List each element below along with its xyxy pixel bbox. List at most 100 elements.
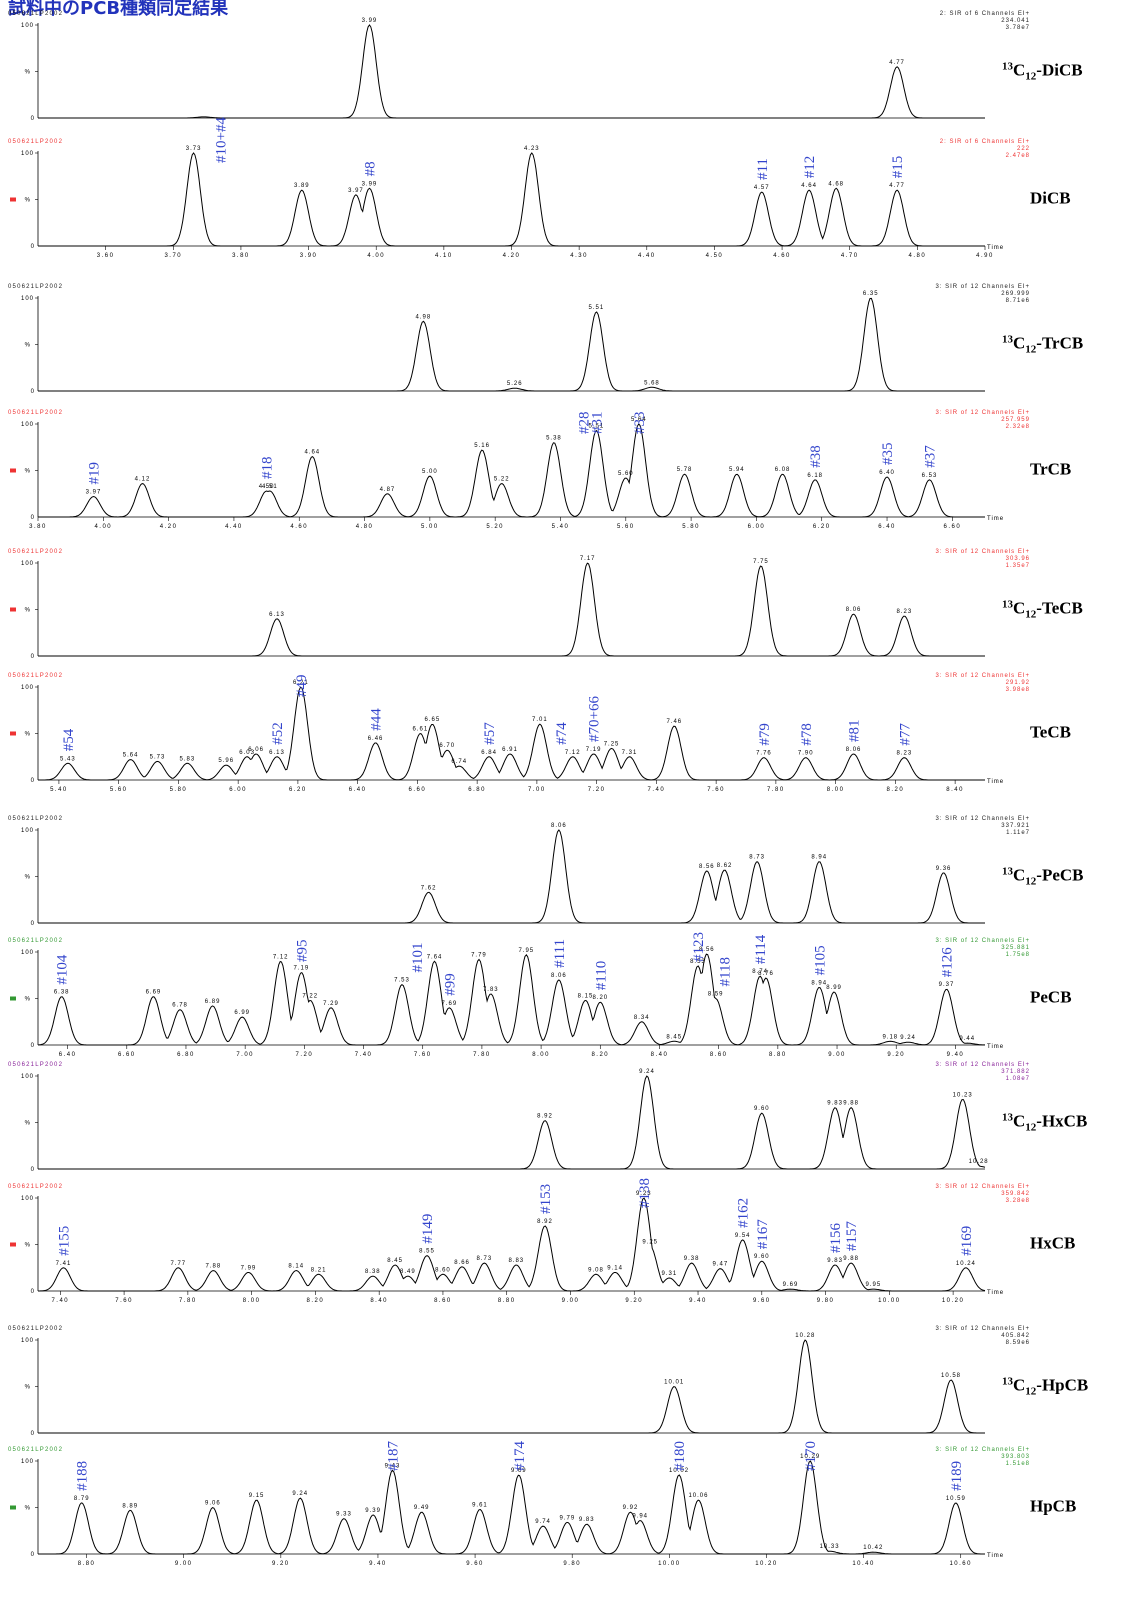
y-tick-label: % [25, 343, 31, 349]
compound-label: 13C12-TrCB [1002, 334, 1083, 356]
channel-info: 3: SIR of 12 Channels EI+ [935, 1062, 1030, 1068]
peak-label: 6.35 [863, 291, 879, 297]
x-tick-label: 4.90 [976, 253, 994, 259]
peak-label: 6.21 [293, 680, 309, 686]
x-tick-label: 5.80 [170, 787, 188, 793]
y-tick-label: % [25, 70, 31, 76]
x-tick-label: 3.60 [97, 253, 115, 259]
congener-annotation: #19 [87, 462, 103, 485]
x-tick-label: 9.20 [625, 1298, 643, 1304]
peak-label: 6.38 [54, 990, 70, 996]
peak-label: 10.23 [953, 1092, 973, 1098]
compound-label: 13C12-HpCB [1002, 1376, 1088, 1398]
congener-annotation: #15 [890, 156, 906, 179]
congener-annotation: #174 [512, 1441, 528, 1472]
y-tick-label: 0 [31, 654, 35, 660]
peak-label: 7.64 [427, 954, 443, 960]
peak-label: 5.43 [60, 756, 76, 762]
x-tick-label: 8.40 [370, 1298, 388, 1304]
peak-label: 9.49 [414, 1505, 430, 1511]
peak-label: 5.94 [729, 467, 745, 473]
peak-label: 8.06 [846, 607, 862, 613]
channel-marker [10, 1505, 16, 1510]
congener-annotation: #74 [554, 722, 570, 745]
peak-label: 7.83 [483, 987, 499, 993]
y-tick-label: % [25, 198, 31, 204]
peak-label: 7.25 [604, 741, 620, 747]
y-tick-label: % [25, 469, 31, 475]
x-tick-label: 4.80 [909, 253, 927, 259]
congener-annotation: #149 [420, 1214, 436, 1244]
peak-label: 4.23 [524, 146, 540, 152]
congener-annotation: #180 [672, 1441, 688, 1471]
x-tick-label: 4.30 [570, 253, 588, 259]
peak-label: 9.43 [385, 1463, 401, 1469]
x-tick-label: 8.00 [827, 787, 845, 793]
x-tick-label: 7.40 [51, 1298, 69, 1304]
peak-label: 9.88 [843, 1256, 859, 1262]
peak-label: 9.23 [636, 1191, 652, 1197]
channel-marker [10, 468, 16, 473]
congener-annotation: #11 [755, 158, 771, 180]
congener-annotation: #105 [812, 945, 828, 975]
channel-info: 3: SIR of 12 Channels EI+ [935, 1326, 1030, 1332]
peak-label: 3.73 [186, 146, 202, 152]
peak-label: 3.99 [362, 181, 378, 187]
peak-label: 7.77 [170, 1261, 186, 1267]
chromatogram-trace [38, 1460, 985, 1555]
intensity-value: 3.78e7 [1006, 25, 1030, 31]
peak-label: 5.22 [494, 477, 510, 483]
x-tick-label: 10.40 [852, 1561, 875, 1567]
y-tick-label: 0 [31, 921, 35, 927]
peak-label: 8.99 [826, 985, 842, 991]
congener-annotation: #95 [294, 940, 310, 963]
x-tick-label: 6.20 [813, 524, 831, 530]
x-tick-label: 9.40 [369, 1561, 387, 1567]
x-axis-title: Time [987, 516, 1004, 522]
channel-marker [10, 197, 16, 202]
intensity-value: 2.47e8 [1006, 153, 1030, 159]
peak-label: 10.24 [956, 1261, 976, 1267]
y-tick-label: % [25, 1385, 31, 1391]
y-tick-label: 100 [21, 950, 34, 956]
peak-label: 8.45 [387, 1258, 403, 1264]
intensity-value: 2.32e8 [1006, 424, 1030, 430]
peak-label: 9.24 [292, 1491, 308, 1497]
congener-annotation: #138 [637, 1178, 653, 1208]
sample-id: 050621LP2002 [8, 1447, 63, 1453]
congener-annotation: #123 [691, 932, 707, 962]
peak-label: 8.66 [454, 1260, 470, 1266]
x-tick-label: 5.00 [421, 524, 439, 530]
intensity-value: 3.28e8 [1006, 1198, 1030, 1204]
intensity-value: 1.51e8 [1006, 1461, 1030, 1467]
y-tick-label: % [25, 1506, 31, 1512]
peak-label: 7.76 [756, 751, 772, 757]
x-tick-label: 6.00 [229, 787, 247, 793]
x-tick-label: 8.20 [307, 1298, 325, 1304]
peak-label: 8.59 [708, 992, 724, 998]
x-tick-label: 8.40 [651, 1052, 669, 1058]
congener-annotation: #18 [260, 456, 276, 479]
y-tick-label: 0 [31, 116, 35, 122]
mass-value: 393.803 [1001, 1454, 1030, 1460]
peak-label: 7.75 [753, 559, 769, 565]
mass-value: 291.92 [1006, 680, 1030, 686]
peak-label: 4.50 [259, 484, 275, 490]
peak-label: 5.26 [507, 381, 523, 387]
channel-info: 2: SIR of 6 Channels EI+ [940, 11, 1030, 17]
peak-label: 5.60 [618, 471, 634, 477]
x-tick-label: 9.00 [828, 1052, 846, 1058]
congener-annotation: #78 [799, 723, 815, 746]
x-tick-label: 5.60 [110, 787, 128, 793]
peak-label: 4.12 [135, 477, 151, 483]
channel-marker [10, 731, 16, 736]
x-tick-label: 4.60 [290, 524, 308, 530]
x-tick-label: 10.20 [755, 1561, 778, 1567]
sample-id: 050621LP2002 [8, 816, 63, 822]
peak-label: 5.73 [150, 754, 166, 760]
intensity-value: 8.71e6 [1006, 298, 1030, 304]
peak-label: 8.38 [365, 1269, 381, 1275]
peak-label: 7.79 [471, 952, 487, 958]
peak-label: 8.21 [311, 1267, 327, 1273]
congener-annotation: #167 [755, 1219, 771, 1250]
